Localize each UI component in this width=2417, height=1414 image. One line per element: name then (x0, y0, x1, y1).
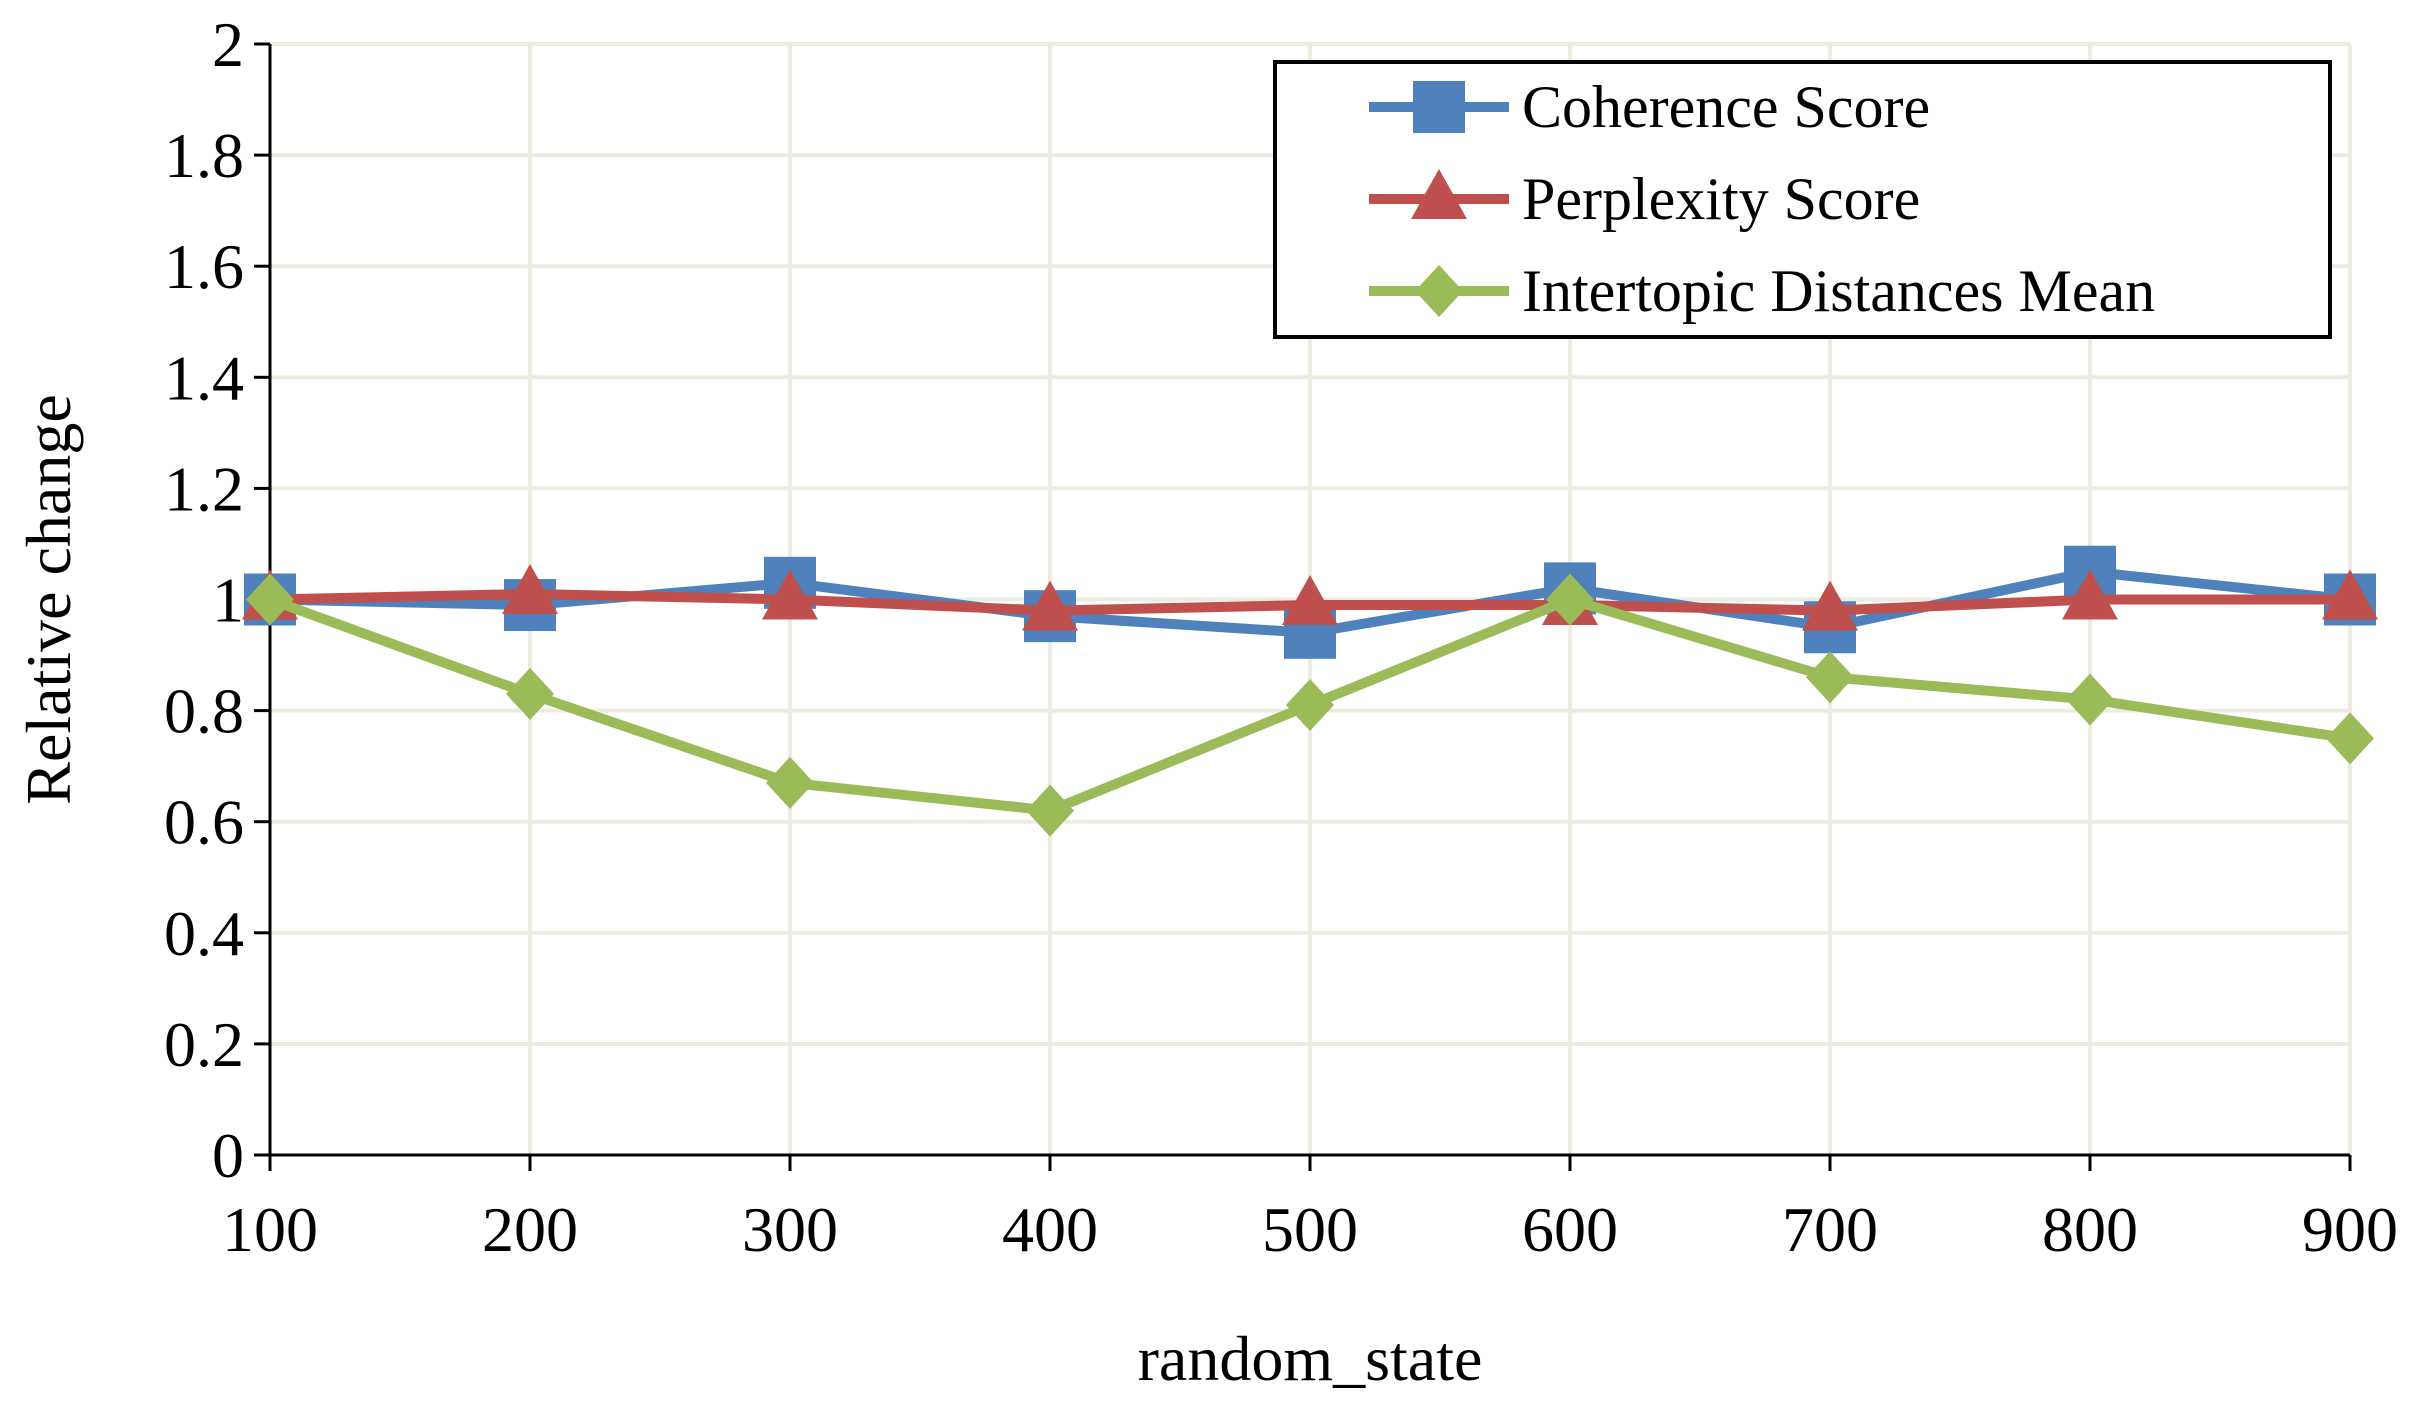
series-group (242, 545, 2378, 837)
y-axis-title: Relative change (13, 394, 84, 804)
x-tick-label: 100 (222, 1194, 318, 1265)
legend: Coherence Score Perplexity Score Intertopi… (1273, 60, 2332, 339)
x-tick-label: 900 (2302, 1194, 2398, 1265)
y-tick-label: 1.4 (164, 342, 244, 413)
data-point-diamond (1546, 573, 1594, 626)
y-tick-label: 1.6 (164, 231, 244, 302)
y-tick-label: 1.8 (164, 120, 244, 191)
legend-label: Intertopic Distances Mean (1522, 258, 2155, 324)
y-tick-label: 1.2 (164, 453, 244, 524)
x-tick-label: 700 (1782, 1194, 1878, 1265)
data-point-diamond (2066, 673, 2114, 726)
x-tick-label: 600 (1522, 1194, 1618, 1265)
data-point-diamond (506, 667, 554, 720)
y-tick-label: 0.8 (164, 676, 244, 747)
data-point-triangle (1802, 580, 1858, 631)
data-point-triangle (1282, 575, 1338, 626)
y-tick-label: 2 (212, 9, 244, 80)
legend-label: Perplexity Score (1522, 166, 1920, 232)
legend-marker-diamond (1415, 265, 1463, 317)
y-tick-label: 0.2 (164, 1009, 244, 1080)
x-tick-label: 200 (482, 1194, 578, 1265)
data-point-diamond (246, 573, 294, 626)
data-point-diamond (1286, 679, 1334, 732)
legend-marker-square (1413, 81, 1465, 133)
series-intertopic-distances-mean (246, 573, 2374, 837)
data-point-triangle (2062, 569, 2118, 620)
data-point-diamond (766, 756, 814, 809)
y-tick-label: 0.4 (164, 898, 244, 969)
data-point-diamond (1806, 651, 1854, 704)
legend-label: Coherence Score (1522, 74, 1930, 140)
y-tick-label: 1 (212, 565, 244, 636)
axes: 0 0.2 0.4 0.6 0.8 1 1.2 1.4 1.6 1.8 2 100 200 300 400 5… (164, 9, 2398, 1265)
data-point-diamond (1026, 784, 1074, 837)
data-point-triangle (502, 563, 558, 614)
data-point-triangle (762, 569, 818, 620)
x-tick-label: 800 (2042, 1194, 2138, 1265)
data-point-triangle (1022, 580, 1078, 631)
x-tick-label: 400 (1002, 1194, 1098, 1265)
x-tick-label: 500 (1262, 1194, 1358, 1265)
x-tick-label: 300 (742, 1194, 838, 1265)
y-tick-label: 0.6 (164, 787, 244, 858)
data-point-diamond (2326, 712, 2374, 765)
data-point-triangle (2322, 569, 2378, 620)
legend-marker-triangle (1411, 169, 1467, 219)
y-tick-label: 0 (212, 1120, 244, 1191)
x-axis-title: random_state (1138, 1323, 1483, 1394)
